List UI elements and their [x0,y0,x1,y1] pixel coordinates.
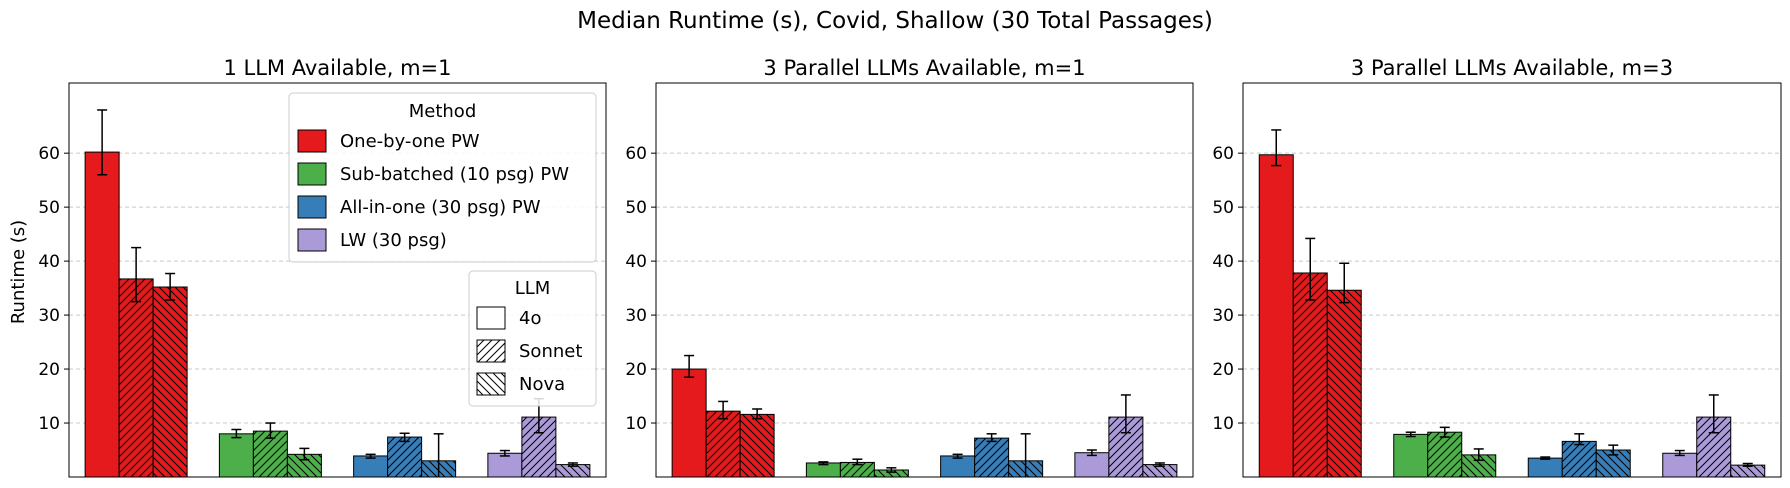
legend-llm-swatch [476,306,506,330]
chart-panel-3: 10 20 30 40 50 60 3 Parallel LLMs Available, m… [1212,56,1782,478]
legend-method-swatch [297,129,327,153]
legend-llm: LLM 4o Sonnet Nova [468,270,597,407]
legend-llm-title: LLM [515,278,551,299]
legend-method-swatch [297,228,327,252]
panel-title: 3 Parallel LLMs Available, m=3 [1351,56,1673,80]
legend-method-label: One-by-one PW [340,131,480,152]
legend-method-label: Sub-batched (10 psg) PW [340,164,569,185]
legend-method-label: LW (30 psg) [340,230,447,251]
axes-frame [68,82,607,478]
panel-title: 1 LLM Available, m=1 [223,56,451,80]
y-tick-label: 50 [1212,198,1234,218]
y-tick-label: 20 [1212,360,1234,380]
y-tick-label: 30 [38,306,60,326]
y-tick-label: 30 [1212,306,1234,326]
y-tick-label: 40 [38,252,60,272]
bar-hatch [1293,272,1328,477]
bar-hatch [1427,432,1462,477]
y-tick-label: 60 [38,144,60,164]
legend-method-label: All-in-one (30 psg) PW [340,197,541,218]
bar-2-0 [940,455,975,477]
bar-2-0 [353,455,388,477]
legend-llm-swatch-bg [477,307,505,329]
bar-hatch [1461,454,1496,477]
bar-3-0 [487,453,522,477]
bar-0-0 [1259,154,1294,477]
bar-hatch [119,278,154,477]
y-tick-label: 10 [38,414,60,434]
legend-method-swatch [297,195,327,219]
y-tick-label: 10 [625,414,647,434]
bar-hatch [555,464,590,477]
bar-2-0 [1528,458,1563,477]
y-tick-label: 50 [38,198,60,218]
bar-hatch [874,469,909,477]
bar-0-0 [85,152,120,477]
panel-title: 3 Parallel LLMs Available, m=1 [763,56,1085,80]
bar-0-0 [672,369,707,477]
bar-hatch [1327,290,1362,477]
bar-hatch [740,414,775,477]
bar-hatch [840,462,875,477]
y-tick-label: 60 [1212,144,1234,164]
y-tick-label: 10 [1212,414,1234,434]
legend-method-box [288,92,597,263]
bar-hatch [1142,464,1177,477]
chart-panel-1: 10 20 30 40 50 60 1 LLM Available, m=1 [38,56,607,478]
y-tick-label: 30 [625,306,647,326]
legend-method: Method One-by-one PW Sub-batched (10 psg) … [288,92,597,263]
axes-frame [655,82,1194,478]
bar-hatch [706,411,741,477]
legend-method-swatch [297,162,327,186]
bar-3-0 [1074,452,1109,477]
bar-hatch [1730,465,1765,477]
axes-frame [1242,82,1782,478]
legend-llm-label: Sonnet [519,341,582,362]
bar-3-0 [1662,453,1697,477]
figure-title: Median Runtime (s), Covid, Shallow (30 T… [577,8,1213,34]
bar-1-0 [219,433,254,477]
y-tick-label: 40 [1212,252,1234,272]
bar-hatch [1562,441,1597,477]
bar-1-0 [806,462,841,477]
y-tick-label: 50 [625,198,647,218]
legend-llm-label: Nova [519,374,565,395]
bar-1-0 [1393,434,1428,477]
legend-llm-box [468,270,597,407]
bar-hatch [974,438,1009,477]
y-tick-label: 20 [38,360,60,380]
legend-llm-swatch [476,372,506,396]
legend-llm-swatch-hatch [477,340,505,362]
legends: Method One-by-one PW Sub-batched (10 psg) … [288,92,597,407]
legend-method-title: Method [409,101,477,122]
legend-llm-swatch [476,339,506,363]
chart-panels: 10 20 30 40 50 60 1 LLM Available, m=1 10 20 30 40… [38,56,1782,478]
bar-hatch [387,437,422,477]
legend-llm-label: 4o [519,308,541,329]
legend-llm-swatch-hatch [477,373,505,395]
chart-panel-2: 10 20 30 40 50 60 3 Parallel LLMs Available, m… [625,56,1194,478]
bar-hatch [153,287,188,477]
y-tick-label: 40 [625,252,647,272]
y-axis-label: Runtime (s) [8,220,29,324]
bar-hatch [287,454,322,477]
y-tick-label: 60 [625,144,647,164]
y-tick-label: 20 [625,360,647,380]
